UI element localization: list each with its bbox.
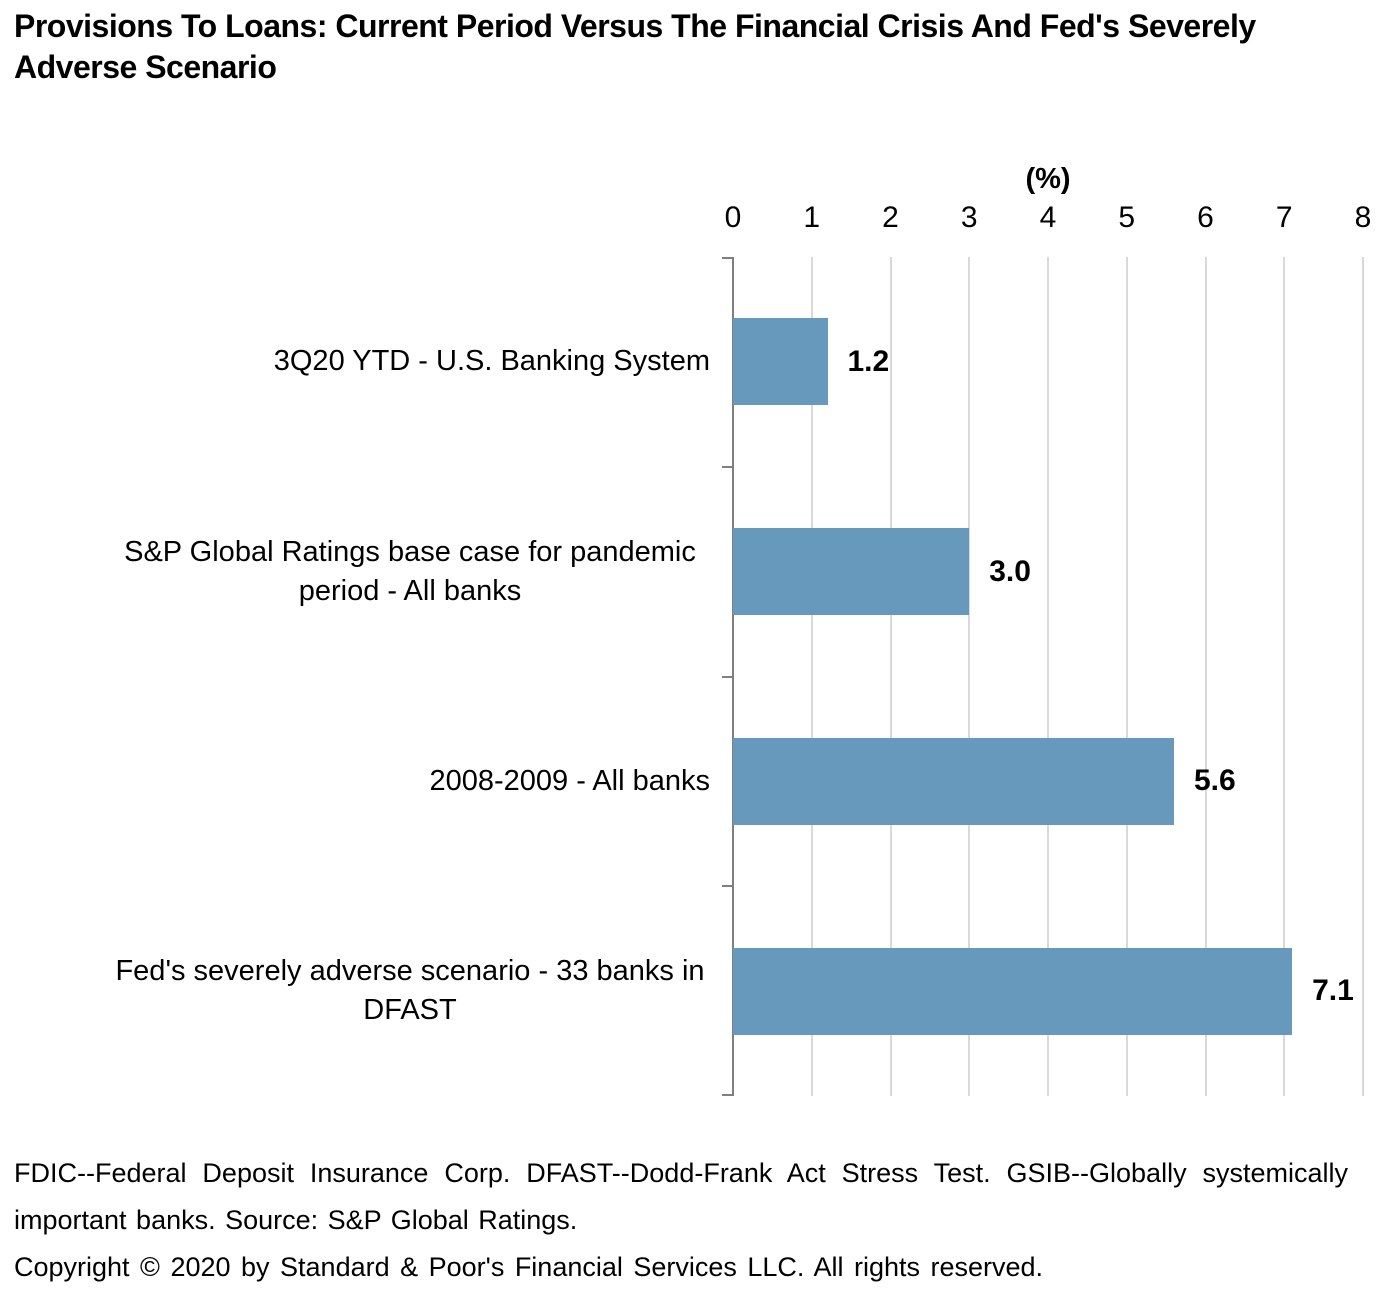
x-axis-tick-label: 6 <box>1197 201 1214 234</box>
x-axis-tick-label: 8 <box>1354 201 1372 234</box>
footnote: FDIC--Federal Deposit Insurance Corp. DF… <box>14 1150 1348 1291</box>
bar-value-label: 3.0 <box>989 554 1031 588</box>
axis-unit-label: (%) <box>1025 163 1071 195</box>
y-axis-tick <box>722 885 732 888</box>
x-axis-tick-label: 3 <box>960 201 978 234</box>
bar-value-label: 1.2 <box>847 344 890 378</box>
x-axis-tick-label: 4 <box>1039 201 1057 234</box>
bar <box>733 318 828 406</box>
gridline <box>1204 257 1207 1096</box>
footnote-definitions: FDIC--Federal Deposit Insurance Corp. DF… <box>14 1158 1348 1235</box>
y-axis-tick <box>722 465 732 468</box>
category-label-text: S&P Global Ratings base case for pandemi… <box>124 535 696 607</box>
category-label: 3Q20 YTD - U.S. Banking System <box>0 257 710 467</box>
gridline <box>1362 257 1364 1096</box>
category-label-text: 3Q20 YTD - U.S. Banking System <box>273 345 710 378</box>
plot-area: 1.2 3.0 5.6 7.1 <box>722 257 1364 1096</box>
bar <box>733 737 1174 825</box>
category-label: Fed's severely adverse scenario - 33 ban… <box>0 886 710 1096</box>
gridline <box>1283 257 1286 1096</box>
x-axis-tick-labels: 0 1 2 3 4 5 6 7 8 <box>725 201 1372 237</box>
y-axis-tick <box>722 675 732 678</box>
y-axis-tick <box>722 1094 732 1096</box>
gridline <box>1125 257 1128 1096</box>
chart-title: Provisions To Loans: Current Period Vers… <box>14 8 1256 85</box>
category-label-text: 2008-2009 - All banks <box>429 764 710 797</box>
bar <box>733 947 1293 1035</box>
x-axis-tick-label: 5 <box>1118 201 1136 234</box>
gridline <box>810 257 813 1096</box>
gridline <box>889 257 892 1096</box>
x-axis-tick-label: 0 <box>724 201 742 234</box>
bar-value-label: 5.6 <box>1194 764 1236 798</box>
category-label-text: Fed's severely adverse scenario - 33 ban… <box>115 955 705 1027</box>
y-axis-line <box>732 257 734 1096</box>
bar-value-label: 7.1 <box>1312 974 1354 1008</box>
x-axis-tick-label: 2 <box>882 201 899 234</box>
gridline <box>1047 257 1049 1096</box>
category-labels: 3Q20 YTD - U.S. Banking System S&P Global… <box>0 257 710 1096</box>
x-axis-tick-label: 7 <box>1275 201 1293 234</box>
gridline <box>968 257 971 1096</box>
y-axis-tick <box>722 257 732 259</box>
category-label: S&P Global Ratings base case for pandemi… <box>0 467 710 677</box>
category-label: 2008-2009 - All banks <box>0 677 710 887</box>
footnote-copyright: Copyright © 2020 by Standard & Poor's Fi… <box>14 1252 1044 1282</box>
bar <box>733 528 970 616</box>
x-axis-tick-label: 1 <box>803 201 821 234</box>
